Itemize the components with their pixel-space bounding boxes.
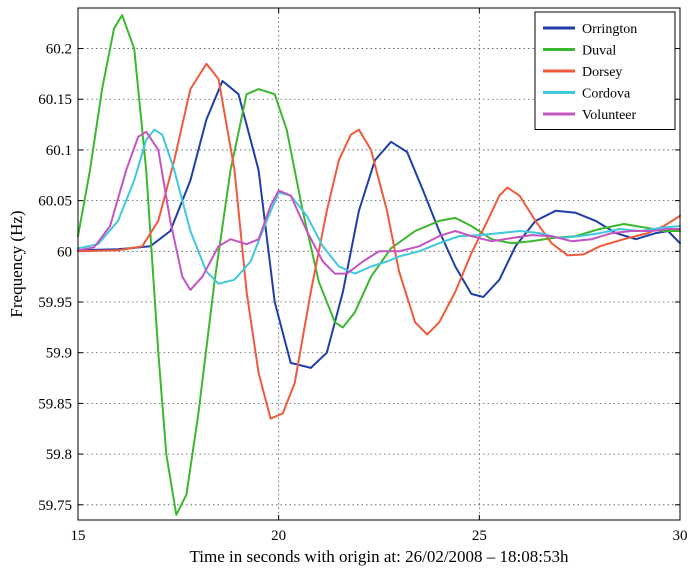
series-line-orrington bbox=[77, 80, 681, 369]
x-axis-label: Time in seconds with origin at: 26/02/20… bbox=[189, 547, 569, 566]
legend-label-cordova: Cordova bbox=[582, 87, 631, 102]
y-tick-label: 59.75 bbox=[38, 498, 72, 514]
legend-label-volunteer: Volunteer bbox=[582, 108, 637, 123]
y-tick-label: 60.2 bbox=[46, 42, 72, 58]
plot-frame bbox=[77, 7, 681, 521]
x-tick-label: 20 bbox=[271, 528, 286, 544]
x-tick-label: 30 bbox=[673, 528, 688, 544]
grid-lines bbox=[78, 8, 680, 520]
y-tick-label: 60 bbox=[57, 244, 72, 260]
legend-label-duval: Duval bbox=[582, 44, 616, 59]
legend-label-orrington: Orrington bbox=[582, 22, 637, 37]
x-tick-label: 15 bbox=[71, 528, 86, 544]
series-line-dorsey bbox=[77, 62, 681, 420]
y-tick-label: 60.05 bbox=[38, 194, 72, 210]
y-tick-label: 59.8 bbox=[46, 447, 72, 463]
y-axis-label: Frequency (Hz) bbox=[7, 210, 26, 317]
y-tick-label: 59.95 bbox=[38, 295, 72, 311]
series-line-volunteer bbox=[77, 130, 681, 291]
y-tick-label: 59.9 bbox=[46, 346, 72, 362]
y-tick-label: 59.85 bbox=[38, 396, 72, 412]
series-line-duval bbox=[77, 14, 681, 516]
legend: Orrington Duval Dorsey Cordova Volunteer bbox=[534, 11, 676, 130]
x-axis-ticks: 15 20 25 30 bbox=[71, 8, 688, 544]
y-tick-label: 60.15 bbox=[38, 92, 72, 108]
series-lines bbox=[77, 14, 681, 516]
y-tick-label: 60.1 bbox=[46, 143, 72, 159]
legend-label-dorsey: Dorsey bbox=[582, 65, 622, 80]
x-tick-label: 25 bbox=[472, 528, 487, 544]
y-axis-ticks: 59.75 59.8 59.85 59.9 59.95 60 60.05 60.1 60.15 6… bbox=[38, 42, 680, 514]
